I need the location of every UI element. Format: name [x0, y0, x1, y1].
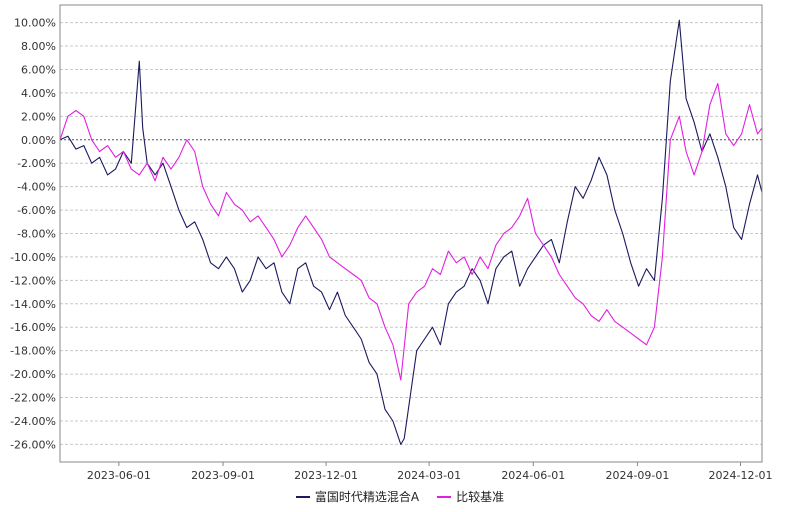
- series-lines: [59, 19, 763, 445]
- y-tick-label: -22.00%: [10, 392, 56, 405]
- y-tick-label: -18.00%: [10, 345, 56, 358]
- legend-label-fund: 富国时代精选混合A: [314, 490, 420, 504]
- x-tick-label: 2023-09-01: [191, 469, 255, 482]
- series-line-benchmark: [59, 82, 763, 381]
- y-tick-label: -24.00%: [10, 415, 56, 428]
- plot-frame: [59, 4, 763, 463]
- y-tick-label: 8.00%: [21, 40, 56, 53]
- legend-swatch-benchmark: [437, 495, 452, 498]
- legend-swatch-fund: [295, 495, 310, 498]
- legend-item-fund: 富国时代精选混合A: [295, 488, 420, 505]
- legend-item-benchmark: 比较基准: [437, 488, 504, 505]
- y-tick-label: 4.00%: [21, 87, 56, 100]
- x-tick-label: 2023-12-01: [294, 469, 358, 482]
- x-tick-label: 2023-06-01: [87, 469, 151, 482]
- x-tick-label: 2024-06-01: [501, 469, 565, 482]
- y-tick-label: -26.00%: [10, 438, 56, 451]
- y-tick-label: -20.00%: [10, 368, 56, 381]
- legend: 富国时代精选混合A 比较基准: [0, 488, 800, 505]
- series-line-fund: [59, 19, 763, 445]
- y-tick-label: -12.00%: [10, 274, 56, 287]
- y-tick-label: -4.00%: [17, 181, 56, 194]
- line-chart: 10.00% 8.00% 6.00% 4.00% 2.00% 0.00% -2.00% -4.…: [10, 4, 773, 482]
- x-tick-label: 2024-03-01: [397, 469, 461, 482]
- y-tick-label: 2.00%: [21, 110, 56, 123]
- y-tick-label: 6.00%: [21, 63, 56, 76]
- y-tick-label: -2.00%: [17, 157, 56, 170]
- y-tick-label: 10.00%: [14, 17, 56, 30]
- x-axis-ticks: 2023-06-01 2023-09-01 2023-12-01 2024-03-01…: [87, 462, 773, 482]
- y-tick-label: -16.00%: [10, 321, 56, 334]
- x-tick-label: 2024-12-01: [709, 469, 773, 482]
- y-tick-label: -10.00%: [10, 251, 56, 264]
- y-axis-ticks: 10.00% 8.00% 6.00% 4.00% 2.00% 0.00% -2.00% -4.…: [10, 17, 56, 452]
- y-tick-label: -14.00%: [10, 298, 56, 311]
- grid-lines: [60, 22, 762, 445]
- y-tick-label: 0.00%: [21, 134, 56, 147]
- legend-label-benchmark: 比较基准: [456, 490, 505, 504]
- y-tick-label: -8.00%: [17, 228, 56, 241]
- y-tick-label: -6.00%: [17, 204, 56, 217]
- x-tick-label: 2024-09-01: [605, 469, 669, 482]
